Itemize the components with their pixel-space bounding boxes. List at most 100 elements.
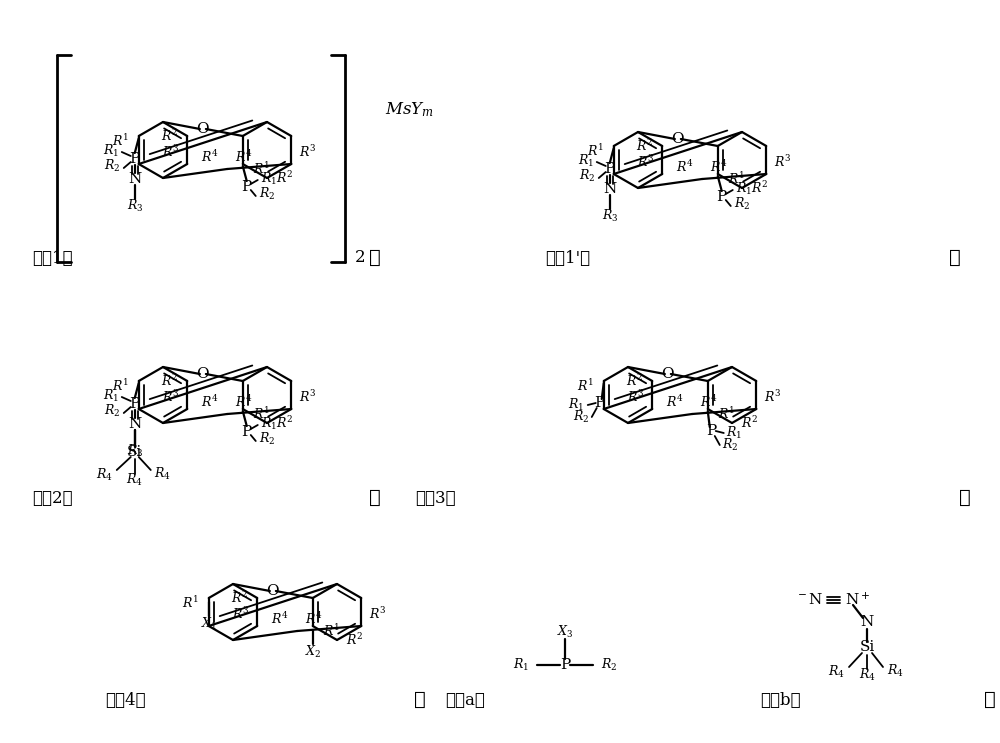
Text: N: N	[860, 615, 874, 629]
Text: $R^3$: $R^3$	[232, 606, 249, 622]
Text: N: N	[128, 417, 141, 431]
Text: 式（3）: 式（3）	[415, 490, 456, 507]
Text: $R^2$: $R^2$	[231, 590, 248, 606]
Text: $R^3$: $R^3$	[162, 389, 179, 405]
Text: $R^3$: $R^3$	[637, 154, 654, 170]
Text: $R^2$: $R^2$	[626, 373, 643, 389]
Text: $R^4$: $R^4$	[710, 159, 728, 175]
Text: $R^3$: $R^3$	[299, 389, 317, 405]
Text: $R_2$: $R_2$	[104, 158, 121, 174]
Text: P: P	[707, 424, 717, 438]
Text: $R^1$: $R^1$	[253, 161, 270, 177]
Text: $MsY_m$: $MsY_m$	[385, 100, 434, 120]
Text: $R_1$: $R_1$	[568, 397, 584, 413]
Text: $R^4$: $R^4$	[235, 394, 253, 410]
Text: $R^1$: $R^1$	[728, 171, 745, 187]
Text: $R^4$: $R^4$	[700, 394, 718, 410]
Text: P: P	[242, 180, 252, 194]
Text: $R^3$: $R^3$	[774, 154, 792, 170]
Text: $R^4$: $R^4$	[271, 611, 289, 627]
Text: $R_4$: $R_4$	[828, 664, 845, 680]
Text: 式（4）: 式（4）	[105, 692, 146, 709]
Text: 式（1）: 式（1）	[32, 250, 73, 267]
Text: P: P	[130, 397, 140, 411]
Text: $R_4$: $R_4$	[887, 663, 904, 679]
Text: ，: ，	[369, 489, 381, 507]
Text: 式（a）: 式（a）	[445, 692, 485, 709]
Text: $R_1$: $R_1$	[103, 388, 119, 404]
Text: Si: Si	[127, 445, 142, 459]
Text: ，: ，	[959, 489, 971, 507]
Text: P: P	[130, 152, 140, 166]
Text: $R_3$: $R_3$	[602, 208, 618, 224]
Text: $R_2$: $R_2$	[259, 431, 275, 447]
Text: $R^2$: $R^2$	[161, 373, 178, 389]
Text: 式（2）: 式（2）	[32, 490, 73, 507]
Text: ，: ，	[369, 249, 381, 267]
Text: $R^1$: $R^1$	[112, 378, 129, 394]
Text: Si: Si	[859, 640, 875, 654]
Text: O: O	[267, 584, 279, 598]
Text: $R^1$: $R^1$	[587, 143, 604, 159]
Text: $R_1$: $R_1$	[513, 657, 529, 673]
Text: $R^4$: $R^4$	[201, 149, 219, 165]
Text: $R_1$: $R_1$	[261, 171, 277, 187]
Text: $R_2$: $R_2$	[722, 437, 738, 453]
Text: N: N	[128, 172, 141, 186]
Text: $R^2$: $R^2$	[276, 170, 293, 186]
Text: $R^1$: $R^1$	[323, 623, 340, 639]
Text: $R_1$: $R_1$	[103, 143, 119, 159]
Text: $R_1$: $R_1$	[736, 181, 752, 197]
Text: $R_2$: $R_2$	[579, 168, 596, 184]
Text: P: P	[605, 162, 615, 176]
Text: $R^4$: $R^4$	[305, 611, 323, 627]
Text: ，: ，	[984, 691, 996, 709]
Text: 式（1'）: 式（1'）	[545, 250, 590, 267]
Text: $R^4$: $R^4$	[676, 159, 694, 175]
Text: $R_1$: $R_1$	[261, 416, 277, 432]
Text: P: P	[560, 658, 570, 672]
Text: $R_3$: $R_3$	[127, 198, 143, 214]
Text: $X_3$: $X_3$	[557, 624, 573, 640]
Text: 2: 2	[355, 248, 366, 265]
Text: N: N	[603, 182, 616, 196]
Text: $^-$N: $^-$N	[795, 592, 823, 608]
Text: $R_1$: $R_1$	[726, 425, 742, 441]
Text: $R^2$: $R^2$	[636, 138, 653, 154]
Text: $R^3$: $R^3$	[162, 144, 179, 160]
Text: $R_4$: $R_4$	[96, 467, 113, 483]
Text: ，: ，	[949, 249, 961, 267]
Text: $R^4$: $R^4$	[666, 394, 684, 410]
Text: $R_4$: $R_4$	[154, 466, 171, 482]
Text: O: O	[672, 132, 684, 146]
Text: $R^2$: $R^2$	[161, 128, 178, 144]
Text: $R^2$: $R^2$	[276, 415, 293, 431]
Text: $R_3$: $R_3$	[127, 443, 143, 459]
Text: $R^3$: $R^3$	[369, 606, 387, 622]
Text: $R^1$: $R^1$	[253, 406, 270, 422]
Text: $R^1$: $R^1$	[182, 595, 199, 611]
Text: $R^4$: $R^4$	[201, 394, 219, 410]
Text: $X_2$: $X_2$	[305, 644, 321, 660]
Text: $R^3$: $R^3$	[627, 389, 644, 405]
Text: $R^4$: $R^4$	[235, 149, 253, 165]
Text: O: O	[197, 122, 209, 136]
Text: $R^1$: $R^1$	[577, 378, 594, 394]
Text: 式（b）: 式（b）	[760, 692, 801, 709]
Text: $R^2$: $R^2$	[751, 180, 768, 196]
Text: P: P	[595, 396, 605, 410]
Text: $R_2$: $R_2$	[601, 657, 617, 673]
Text: O: O	[662, 367, 674, 381]
Text: $R_2$: $R_2$	[734, 196, 750, 212]
Text: $R_4$: $R_4$	[859, 667, 875, 683]
Text: $R^1$: $R^1$	[112, 133, 129, 149]
Text: P: P	[717, 190, 727, 204]
Text: $R_1$: $R_1$	[578, 153, 594, 169]
Text: $R_4$: $R_4$	[126, 472, 143, 488]
Text: $R_2$: $R_2$	[259, 186, 275, 202]
Text: $R^2$: $R^2$	[741, 415, 758, 431]
Text: $R^3$: $R^3$	[299, 144, 317, 160]
Text: ，: ，	[414, 691, 426, 709]
Text: P: P	[242, 425, 252, 439]
Text: $R^3$: $R^3$	[764, 389, 782, 405]
